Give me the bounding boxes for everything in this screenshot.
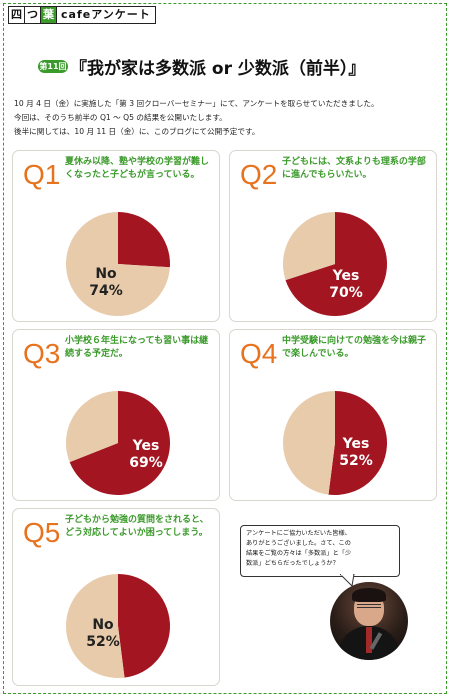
pie-label-word: Yes	[342, 436, 370, 452]
pie-slice-yes	[285, 212, 387, 316]
question-card-3: Q3 小学校６年生になっても習い事は継続する予定だ。 Yes 69%	[12, 329, 220, 501]
brand-char-1: 四	[9, 7, 25, 23]
note-line-4: 数派」どちらだったでしょうか？	[246, 560, 339, 567]
brand-logo: 四 つ 葉 cafeアンケート	[8, 6, 156, 24]
question-text: 子どもには、文系よりも理系の学部に進んでもらいたい。	[282, 157, 426, 180]
question-number: Q2	[240, 159, 278, 190]
pie-label-word: No	[95, 266, 117, 282]
note-line-3: 結果をご覧の方々は「多数派」と「少	[246, 550, 352, 557]
brand-char-2: つ	[25, 7, 41, 23]
pie-label-word: Yes	[132, 438, 160, 454]
question-text: 小学校６年生になっても習い事は継続する予定だ。	[65, 336, 209, 359]
question-text: 中学受験に向けての勉強を今は親子で楽しんでいる。	[282, 336, 427, 359]
pie-slice-no	[66, 391, 118, 463]
brand-name: cafeアンケート	[61, 8, 151, 21]
intro-line-3: 後半に関しては、10 月 11 日（金）に、このブログにて公開予定です。	[14, 127, 260, 136]
note-line-2: ありがとうございました。さて、この	[246, 540, 351, 547]
question-number: Q4	[240, 338, 278, 369]
pie-data-label: No 52%	[68, 617, 138, 651]
pie-slice-no	[283, 212, 335, 281]
question-text: 夏休み以降、塾や学校の学習が難しくなったと子どもが言っている。	[65, 157, 210, 180]
pie-slice-yes	[69, 391, 170, 495]
pie-label-value: 69%	[129, 455, 163, 471]
question-card-5: Q5 子どもから勉強の質問をされると、どう対応してよいか困ってしまう。 No 5…	[12, 508, 220, 686]
pie-chart	[66, 574, 171, 678]
pie-chart	[66, 391, 170, 495]
pie-data-label: Yes 70%	[311, 268, 381, 302]
speech-bubble: アンケートにご協力いただいた皆様、 ありがとうございました。さて、この 結果をご…	[240, 525, 400, 577]
question-card-4: Q4 中学受験に向けての勉強を今は親子で楽しんでいる。 Yes 52%	[229, 329, 437, 501]
pie-label-value: 52%	[86, 634, 120, 650]
issue-badge: 第11回	[38, 60, 68, 73]
page-frame	[3, 3, 447, 694]
pie-chart	[282, 391, 387, 495]
intro-line-1: 10 月 4 日（金）に実施した「第 3 回クローバーセミナー」にて、アンケート…	[14, 99, 379, 108]
pie-slice-yes	[118, 574, 171, 678]
brand-char-3: 葉	[41, 7, 57, 23]
speech-bubble-tail	[340, 574, 355, 586]
question-card-1: Q1 夏休み以降、塾や学校の学習が難しくなったと子どもが言っている。 No 74…	[12, 150, 220, 322]
pie-data-label: Yes 52%	[321, 436, 391, 470]
pie-data-label: No 74%	[71, 266, 141, 300]
intro-text: 10 月 4 日（金）に実施した「第 3 回クローバーセミナー」にて、アンケート…	[14, 97, 379, 139]
pie-data-label: Yes 69%	[111, 438, 181, 472]
question-number: Q5	[23, 517, 61, 548]
pie-label-word: Yes	[332, 268, 360, 284]
intro-line-2: 今回は、そのうち前半の Q1 ～ Q5 の結果を公開いたします。	[14, 113, 227, 122]
pie-label-value: 70%	[329, 285, 363, 301]
pie-chart	[66, 212, 170, 316]
note-line-1: アンケートにご協力いただいた皆様、	[246, 530, 351, 537]
pie-slice-no	[282, 391, 335, 495]
pie-slice-yes	[118, 212, 170, 268]
pie-slice-no	[66, 574, 125, 678]
pie-slice-no	[66, 212, 170, 316]
pie-slice-yes	[328, 391, 387, 495]
pie-label-value: 52%	[339, 453, 373, 469]
question-text: 子どもから勉強の質問をされると、どう対応してよいか困ってしまう。	[65, 515, 209, 538]
question-number: Q3	[23, 338, 61, 369]
presenter-photo	[330, 582, 408, 660]
pie-label-word: No	[92, 617, 114, 633]
pie-label-value: 74%	[89, 283, 123, 299]
question-card-2: Q2 子どもには、文系よりも理系の学部に進んでもらいたい。 Yes 70%	[229, 150, 437, 322]
pie-chart	[283, 212, 387, 316]
page-title: 『我が家は多数派 or 少数派（前半）』	[70, 59, 366, 79]
question-number: Q1	[23, 159, 61, 190]
